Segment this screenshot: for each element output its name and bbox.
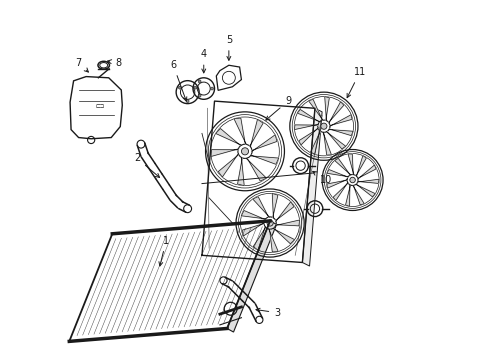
Circle shape [211,87,214,90]
Text: 2: 2 [134,153,160,177]
Polygon shape [242,223,264,236]
Text: ⊏⊐: ⊏⊐ [95,104,104,109]
Text: 9: 9 [266,96,291,120]
Polygon shape [358,165,376,179]
Circle shape [198,94,201,97]
Polygon shape [246,158,267,181]
Polygon shape [348,154,354,175]
Polygon shape [323,132,331,155]
Polygon shape [356,156,367,176]
Polygon shape [253,227,266,250]
Polygon shape [297,109,320,122]
Polygon shape [309,99,323,120]
Circle shape [350,177,355,183]
Polygon shape [345,185,350,206]
Polygon shape [227,221,276,332]
Text: 5: 5 [226,35,232,60]
Circle shape [256,316,263,323]
Polygon shape [273,229,294,244]
Polygon shape [250,120,263,147]
Polygon shape [335,158,351,175]
Polygon shape [276,220,299,226]
Circle shape [137,140,145,148]
Polygon shape [329,129,353,136]
Text: 8: 8 [107,58,121,68]
Text: 3: 3 [256,308,280,318]
Polygon shape [326,132,346,149]
Polygon shape [218,154,238,177]
Circle shape [198,80,201,83]
Polygon shape [329,102,344,123]
Polygon shape [353,185,364,205]
Circle shape [321,123,327,129]
Text: 11: 11 [347,67,366,98]
Circle shape [184,205,192,213]
Polygon shape [269,229,278,252]
Polygon shape [333,183,348,201]
Polygon shape [272,193,278,218]
Text: 4: 4 [201,49,207,73]
Polygon shape [234,118,246,144]
Polygon shape [276,202,294,221]
Polygon shape [252,135,277,151]
Circle shape [194,86,197,89]
Polygon shape [327,180,347,188]
Polygon shape [325,96,329,121]
Polygon shape [302,108,322,266]
Text: 10: 10 [313,171,332,185]
Polygon shape [242,211,266,219]
Polygon shape [216,65,242,90]
Polygon shape [70,77,122,139]
Polygon shape [253,197,270,217]
Polygon shape [356,184,375,197]
Circle shape [186,100,189,103]
Text: 1: 1 [159,236,169,266]
Polygon shape [330,115,352,126]
Circle shape [178,86,181,89]
Polygon shape [238,157,244,186]
Circle shape [242,148,248,155]
Circle shape [267,220,273,226]
Polygon shape [216,129,242,145]
Polygon shape [327,170,348,177]
Polygon shape [299,128,318,145]
Polygon shape [311,131,320,154]
Text: 6: 6 [170,60,187,101]
Polygon shape [250,156,279,164]
Text: 7: 7 [75,58,88,72]
Polygon shape [211,149,238,157]
Polygon shape [294,125,318,130]
Polygon shape [358,179,379,183]
Circle shape [220,277,227,284]
